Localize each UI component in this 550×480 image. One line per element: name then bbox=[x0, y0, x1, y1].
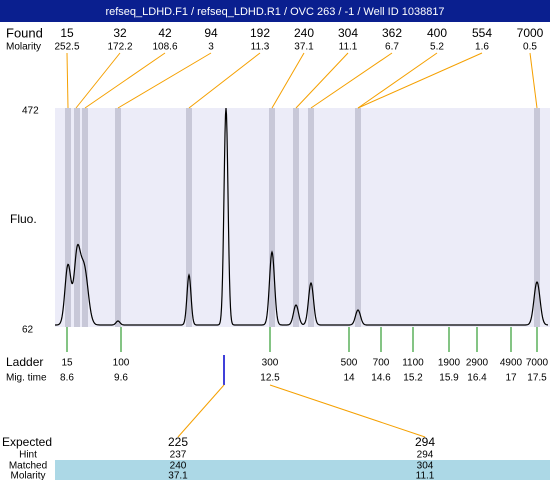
found-value: 554 bbox=[472, 26, 492, 40]
expected-cell: 294 bbox=[417, 450, 434, 461]
expected-cell: 240 bbox=[170, 461, 187, 472]
connector bbox=[269, 384, 426, 438]
peak-band bbox=[65, 108, 71, 327]
mig-time: 14 bbox=[343, 373, 355, 384]
ladder-size: 700 bbox=[373, 358, 390, 369]
ladder-label: Ladder bbox=[6, 355, 43, 369]
title: refseq_LDHD.F1 / refseq_LDHD.R1 / OVC 26… bbox=[105, 6, 444, 18]
mig-time: 17.5 bbox=[527, 373, 547, 384]
peak-band bbox=[115, 108, 121, 327]
row-label: Molarity bbox=[10, 471, 45, 480]
molarity-value: 0.5 bbox=[523, 42, 537, 53]
peak-band bbox=[74, 108, 80, 327]
found-label: Found bbox=[6, 25, 43, 40]
molarity-value: 1.6 bbox=[475, 42, 489, 53]
mig-time: 16.4 bbox=[467, 373, 487, 384]
mig-time: 15.2 bbox=[403, 373, 423, 384]
ladder-size: 1100 bbox=[402, 358, 424, 369]
ladder-size: 300 bbox=[262, 358, 279, 369]
connector bbox=[310, 52, 393, 109]
found-value: 7000 bbox=[517, 26, 544, 40]
mig-time: 12.5 bbox=[260, 373, 280, 384]
found-value: 362 bbox=[382, 26, 402, 40]
molarity-value: 172.2 bbox=[107, 42, 132, 53]
found-value: 400 bbox=[427, 26, 447, 40]
molarity-value: 11.1 bbox=[339, 42, 358, 53]
found-value: 15 bbox=[60, 26, 74, 40]
peak-band bbox=[269, 108, 275, 327]
expected-cell: 304 bbox=[417, 461, 434, 472]
peak-band bbox=[355, 108, 361, 327]
connector bbox=[529, 52, 538, 109]
y-bottom: 62 bbox=[22, 325, 34, 336]
found-value: 304 bbox=[338, 26, 358, 40]
mig-time: 14.6 bbox=[371, 373, 391, 384]
expected-cell: 11.1 bbox=[416, 471, 435, 480]
found-value: 42 bbox=[158, 26, 172, 40]
connector bbox=[295, 52, 349, 109]
mig-time-label: Mig. time bbox=[6, 373, 47, 384]
molarity-label: Molarity bbox=[6, 42, 41, 53]
expected-cell: 37.1 bbox=[168, 471, 188, 480]
y-top: 472 bbox=[22, 106, 39, 117]
connector bbox=[75, 52, 121, 109]
connector bbox=[177, 384, 225, 438]
trace bbox=[55, 107, 548, 326]
row-label: Matched bbox=[9, 461, 47, 472]
expected-cell: 225 bbox=[168, 435, 188, 449]
mig-time: 15.9 bbox=[439, 373, 459, 384]
connector bbox=[188, 52, 261, 109]
row-label: Expected bbox=[2, 435, 52, 449]
connector bbox=[66, 52, 69, 109]
molarity-value: 3 bbox=[208, 42, 214, 53]
expected-cell: 294 bbox=[415, 435, 435, 449]
peak-band bbox=[308, 108, 314, 327]
peak-band bbox=[534, 108, 540, 327]
molarity-value: 5.2 bbox=[430, 42, 444, 53]
connector bbox=[357, 52, 438, 109]
ladder-size: 7000 bbox=[526, 358, 549, 369]
found-value: 94 bbox=[204, 26, 218, 40]
title-bar bbox=[0, 0, 550, 22]
ladder-size: 4900 bbox=[500, 358, 523, 369]
mig-time: 9.6 bbox=[114, 373, 128, 384]
ladder-size: 15 bbox=[61, 358, 73, 369]
ladder-size: 100 bbox=[113, 358, 130, 369]
found-value: 240 bbox=[294, 26, 314, 40]
mig-time: 17 bbox=[505, 373, 517, 384]
found-value: 192 bbox=[250, 26, 270, 40]
mig-time: 8.6 bbox=[60, 373, 74, 384]
molarity-value: 108.6 bbox=[152, 42, 177, 53]
connector bbox=[357, 52, 483, 109]
molarity-value: 252.5 bbox=[54, 42, 79, 53]
peak-band bbox=[82, 108, 88, 327]
connector bbox=[117, 52, 212, 109]
connector bbox=[271, 52, 305, 109]
ladder-size: 1900 bbox=[438, 358, 461, 369]
row-label: Hint bbox=[19, 450, 37, 461]
ladder-size: 2900 bbox=[466, 358, 489, 369]
molarity-value: 6.7 bbox=[385, 42, 399, 53]
molarity-value: 11.3 bbox=[251, 42, 270, 53]
ladder-size: 500 bbox=[341, 358, 358, 369]
expected-cell: 237 bbox=[170, 450, 187, 461]
y-label: Fluo. bbox=[10, 212, 37, 226]
plot-area bbox=[55, 108, 550, 327]
molarity-value: 37.1 bbox=[294, 42, 314, 53]
matched-band bbox=[55, 460, 550, 480]
peak-band bbox=[186, 108, 192, 327]
peak-band bbox=[293, 108, 299, 327]
found-value: 32 bbox=[113, 26, 127, 40]
connector bbox=[84, 52, 166, 109]
